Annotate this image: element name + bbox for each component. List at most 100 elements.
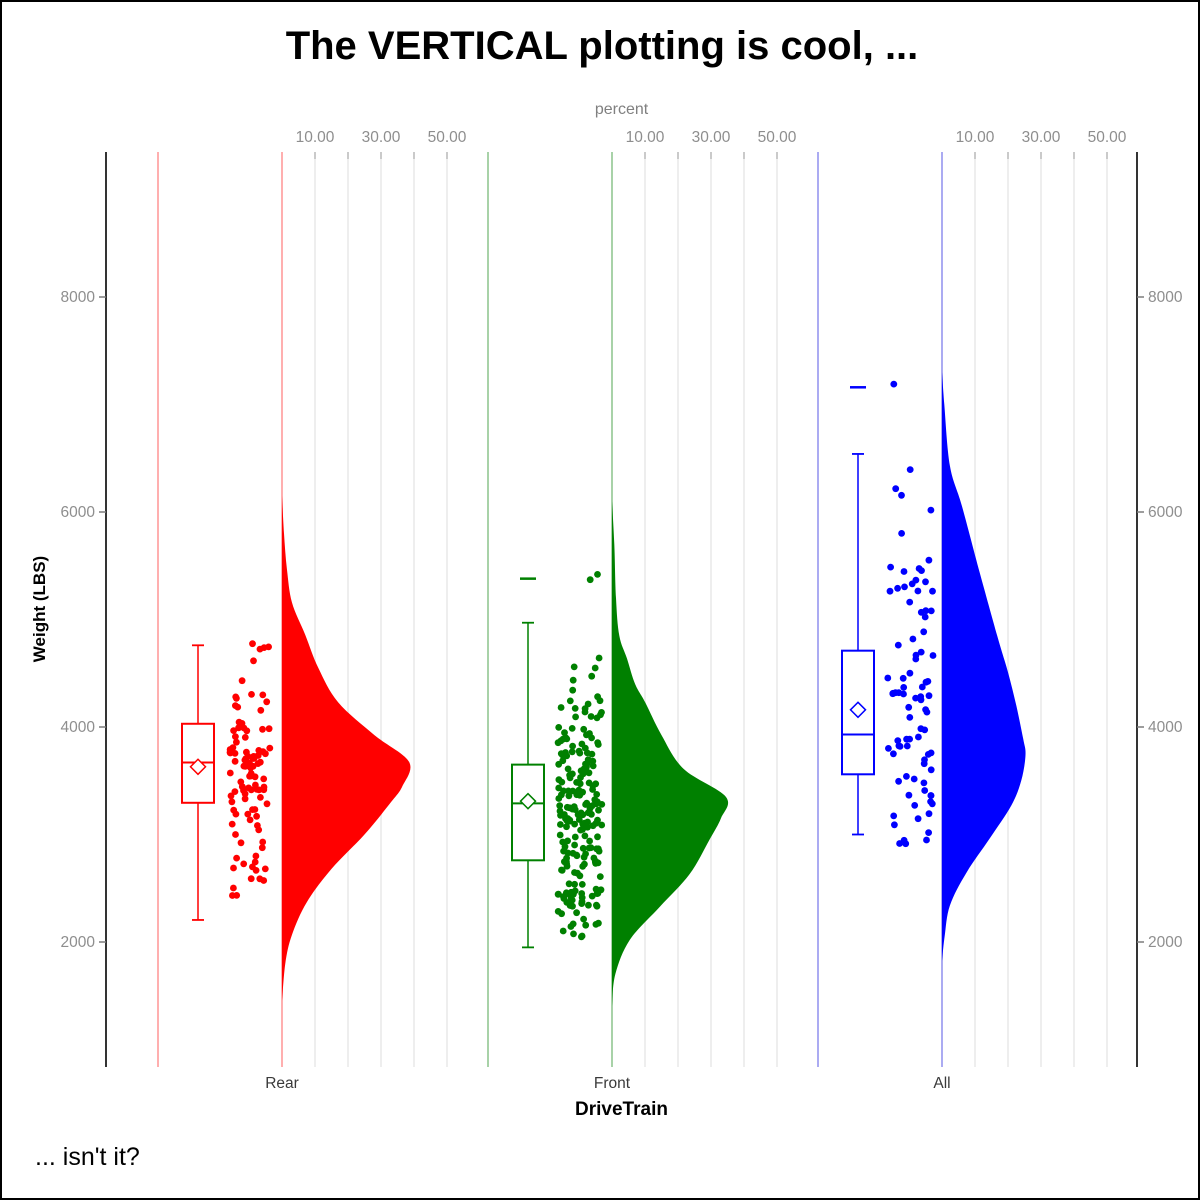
- box-front: [511, 763, 545, 862]
- scatter-dot-rear: [263, 698, 271, 706]
- scatter-dot-front: [594, 741, 602, 748]
- scatter-dot-front: [580, 853, 588, 861]
- scatter-dot-rear: [266, 744, 274, 752]
- scatter-dot-all: [910, 775, 918, 783]
- x-axis-label: DriveTrain: [575, 1099, 668, 1120]
- scatter-dot-front: [578, 932, 586, 940]
- percent-tick-label: 10.00: [296, 129, 335, 146]
- scatter-dot-rear: [249, 640, 256, 648]
- scatter-dot-rear: [228, 798, 236, 806]
- percent-tick-label: 30.00: [692, 129, 731, 146]
- scatter-dot-front: [598, 821, 606, 829]
- scatter-dot-front: [578, 881, 586, 888]
- scatter-dot-all: [927, 792, 935, 799]
- scatter-dot-front: [557, 821, 564, 828]
- scatter-dot-all: [885, 745, 892, 752]
- scatter-dot-all: [905, 791, 913, 799]
- scatter-dot-all: [921, 787, 929, 794]
- scatter-dot-front: [563, 803, 571, 811]
- scatter-dot-rear: [230, 806, 238, 814]
- scatter-dot-rear: [265, 725, 273, 733]
- scatter-dot-rear: [241, 762, 249, 770]
- scatter-dot-rear: [241, 756, 249, 764]
- scatter-dot-rear: [254, 752, 262, 759]
- scatter-dot-front: [561, 729, 568, 737]
- scatter-dot-front: [555, 724, 563, 731]
- scatter-dot-front: [585, 901, 592, 909]
- percent-tick-label: 50.00: [428, 129, 467, 146]
- scatter-dot-front: [568, 748, 576, 756]
- scatter-dot-all: [903, 735, 910, 743]
- scatter-dot-front: [580, 915, 587, 923]
- scatter-dot-rear: [230, 727, 238, 734]
- scatter-dot-all: [886, 587, 894, 595]
- scatter-dot-front: [559, 757, 567, 765]
- scatter-dot-front: [571, 820, 578, 828]
- scatter-dot-all: [906, 714, 914, 721]
- scatter-dot-front: [577, 826, 584, 834]
- scatter-dot-rear: [233, 854, 241, 862]
- category-label-front: Front: [594, 1075, 631, 1092]
- scatter-dot-front: [569, 676, 577, 684]
- scatter-dot-rear: [256, 645, 264, 653]
- scatter-dot-front: [586, 576, 594, 584]
- scatter-dot-all: [894, 737, 902, 744]
- scatter-dot-all: [890, 380, 898, 388]
- scatter-dot-front: [571, 841, 578, 849]
- scatter-dot-all: [920, 628, 928, 636]
- scatter-dot-front: [588, 734, 595, 742]
- scatter-dot-rear: [231, 788, 239, 795]
- scatter-dot-all: [887, 563, 894, 571]
- scatter-dot-front: [583, 799, 591, 807]
- scatter-dot-front: [573, 909, 580, 917]
- scatter-dot-front: [593, 890, 601, 897]
- scatter-dot-all: [906, 598, 914, 606]
- scatter-dot-all: [900, 568, 908, 575]
- scatter-dot-all: [902, 840, 910, 848]
- scatter-dot-front: [576, 780, 584, 788]
- scatter-dot-all: [914, 587, 922, 595]
- scatter-dot-rear: [237, 839, 245, 847]
- scatter-dot-front: [555, 795, 563, 802]
- scatter-dot-front: [593, 902, 601, 910]
- scatter-dot-all: [900, 690, 907, 698]
- scatter-dot-all: [929, 652, 937, 659]
- scatter-dot-all: [925, 829, 932, 836]
- scatter-dot-front: [581, 860, 588, 868]
- scatter-dot-rear: [234, 703, 242, 711]
- scatter-dot-rear: [252, 867, 260, 874]
- scatter-dot-front: [555, 776, 563, 784]
- scatter-dot-front: [565, 792, 573, 800]
- top-axis-label: percent: [594, 101, 649, 118]
- scatter-dot-all: [906, 669, 914, 677]
- scatter-dot-front: [568, 725, 576, 732]
- scatter-dot-rear: [246, 772, 254, 780]
- scatter-dot-all: [927, 607, 935, 615]
- scatter-dot-front: [569, 920, 577, 928]
- scatter-dot-front: [571, 806, 579, 813]
- scatter-dot-rear: [259, 725, 266, 733]
- scatter-dot-rear: [260, 783, 268, 791]
- scatter-dot-all: [925, 556, 933, 564]
- scatter-dot-front: [572, 713, 579, 721]
- scatter-dot-rear: [240, 860, 248, 868]
- percent-tick-label: 50.00: [758, 129, 797, 146]
- scatter-dot-rear: [265, 643, 272, 651]
- scatter-dot-front: [565, 880, 573, 888]
- scatter-dot-rear: [259, 691, 267, 699]
- scatter-dot-rear: [253, 812, 260, 820]
- scatter-dot-front: [556, 831, 564, 839]
- scatter-dot-all: [917, 648, 925, 656]
- scatter-dot-all: [918, 567, 925, 574]
- scatter-dot-front: [584, 756, 592, 763]
- percent-tick-label: 10.00: [626, 129, 665, 146]
- scatter-dot-front: [575, 786, 583, 794]
- scatter-dot-front: [564, 765, 572, 773]
- scatter-dot-front: [596, 873, 604, 880]
- scatter-dot-rear: [241, 734, 249, 741]
- scatter-dot-rear: [241, 795, 249, 803]
- scatter-dot-front: [595, 654, 603, 662]
- scatter-dot-rear: [230, 884, 237, 892]
